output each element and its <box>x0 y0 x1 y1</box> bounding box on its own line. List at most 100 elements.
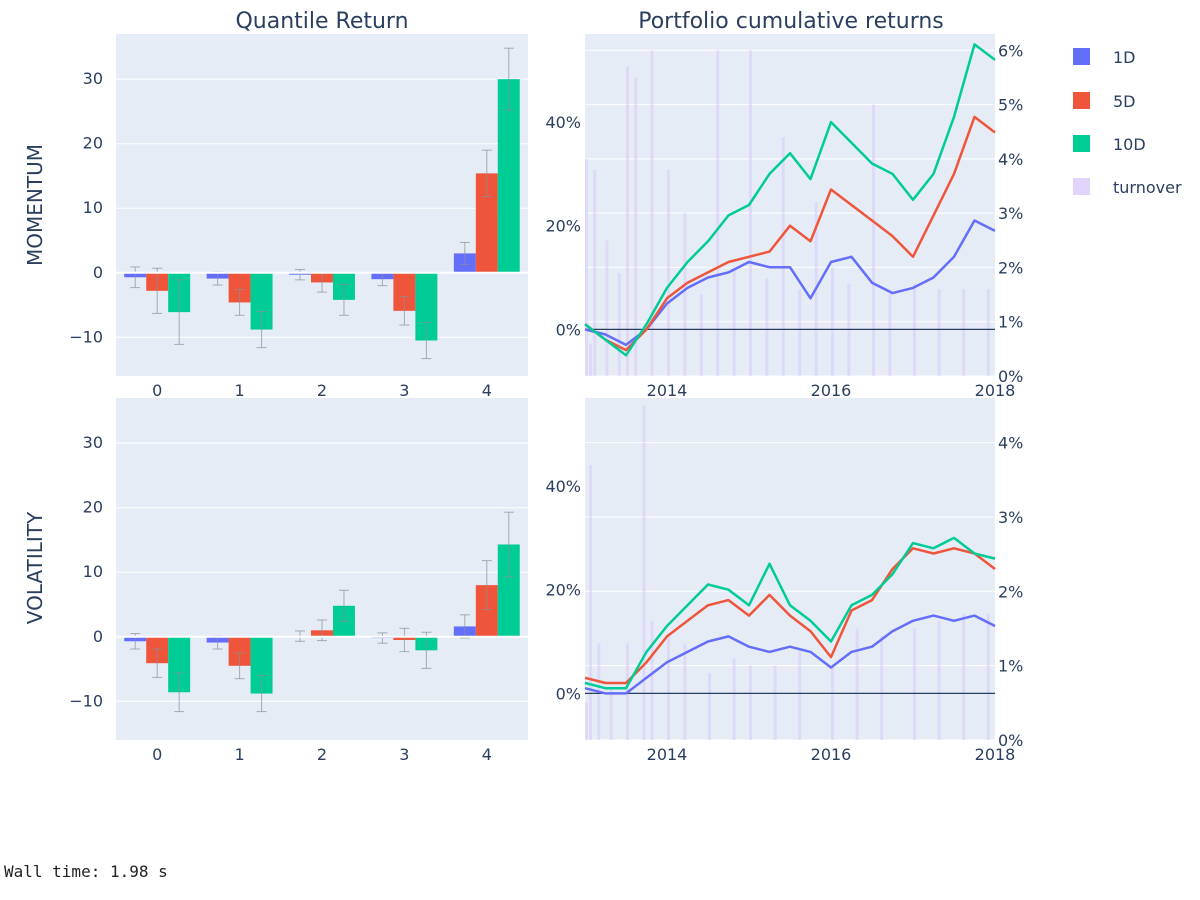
x-tick-label: 4 <box>482 381 492 400</box>
turnover-bar <box>667 635 670 740</box>
x-tick-label: 2016 <box>811 745 852 764</box>
y2-tick-label: 0% <box>998 731 1023 750</box>
legend-swatch-1d <box>1073 48 1090 65</box>
turnover-bar <box>683 213 687 376</box>
y-tick-label: 0% <box>556 684 581 703</box>
volatility-cumulative-panel: 0% 1% 2% 3% 4% 0% 20% 40% 2014 2016 2018 <box>545 398 1023 764</box>
legend-label-turnover: turnover <box>1113 178 1182 197</box>
x-tick-label: 0 <box>152 381 162 400</box>
legend-swatch-turnover <box>1073 178 1090 195</box>
turnover-bar <box>650 621 654 740</box>
legend-item-turnover[interactable]: turnover <box>1073 178 1182 197</box>
legend-item-10d[interactable]: 10D <box>1073 135 1146 154</box>
turnover-bar <box>872 104 875 377</box>
legend-swatch-5d <box>1073 92 1090 109</box>
x-tick-label: 2016 <box>811 381 852 400</box>
x-tick-label: 1 <box>235 381 245 400</box>
x-tick-label: 2018 <box>975 745 1016 764</box>
bar-5d <box>228 272 251 303</box>
turnover-bar <box>593 169 597 376</box>
turnover-bar <box>986 289 990 376</box>
y2-tick-label: 2% <box>998 258 1023 277</box>
bar-10d <box>250 636 273 694</box>
x-tick-label: 4 <box>482 745 492 764</box>
turnover-bar <box>986 613 990 740</box>
turnover-bar <box>634 77 638 376</box>
turnover-bar <box>798 650 802 740</box>
turnover-bar <box>589 343 593 376</box>
turnover-bar <box>585 702 588 740</box>
bar-5d <box>475 585 498 637</box>
x-tick-label: 0 <box>152 745 162 764</box>
bar-10d <box>415 272 438 341</box>
legend-label-5d: 5D <box>1113 92 1136 111</box>
y2-tick-label: 4% <box>998 150 1023 169</box>
turnover-bar <box>831 665 834 740</box>
turnover-bar <box>937 621 941 740</box>
x-tick-label: 2014 <box>647 381 688 400</box>
turnover-bar <box>880 635 884 740</box>
x-tick-label: 1 <box>235 745 245 764</box>
turnover-bar <box>667 169 670 376</box>
y2-tick-label: 3% <box>998 508 1023 527</box>
y-tick-label: 40% <box>545 477 581 496</box>
x-tick-label: 3 <box>399 745 409 764</box>
turnover-bar <box>609 687 613 740</box>
legend-item-1d[interactable]: 1D <box>1073 48 1136 67</box>
turnover-bar <box>732 267 736 376</box>
turnover-bar <box>913 628 916 740</box>
x-tick-label: 2018 <box>975 381 1016 400</box>
turnover-bar <box>749 665 752 740</box>
y-tick-label: 40% <box>545 113 581 132</box>
series-line-5d <box>584 547 996 685</box>
bar-10d <box>497 79 520 273</box>
bar-5d <box>475 173 498 273</box>
subplot-title-cumulative: Portfolio cumulative returns <box>638 9 944 34</box>
y2-tick-label: 0% <box>998 367 1023 386</box>
y-tick-label: 20 <box>83 498 103 517</box>
row-label-volatility: VOLATILITY <box>23 511 47 624</box>
legend-label-10d: 10D <box>1113 135 1146 154</box>
x-tick-label: 2 <box>317 381 327 400</box>
turnover-bar <box>716 50 720 377</box>
turnover-bar <box>781 137 785 376</box>
turnover-bar <box>773 665 777 740</box>
y-tick-label: −10 <box>69 327 103 346</box>
volatility-quantile-panel: −10 0 10 20 30 0 1 2 3 4 <box>69 398 528 764</box>
y-tick-label: 20 <box>83 134 103 153</box>
momentum-quantile-panel: −10 0 10 20 30 0 1 2 3 4 <box>69 34 528 400</box>
wall-time-output: Wall time: 1.98 s <box>4 862 168 881</box>
turnover-bar <box>962 613 966 740</box>
turnover-bar <box>585 158 588 376</box>
turnover-bar <box>855 628 859 740</box>
subplot-title-quantile: Quantile Return <box>235 9 408 34</box>
y2-tick-label: 5% <box>998 96 1023 115</box>
series-line-1d <box>584 614 996 695</box>
legend: 1D 5D 10D turnover <box>1073 48 1182 197</box>
y-tick-label: 0 <box>93 627 103 646</box>
plot-background <box>116 34 528 376</box>
turnover-bar <box>683 643 687 740</box>
x-tick-label: 3 <box>399 381 409 400</box>
y-tick-label: 20% <box>545 217 581 236</box>
turnover-bar <box>708 673 711 740</box>
turnover-bar <box>937 289 941 376</box>
y-tick-label: 0% <box>556 320 581 339</box>
y-tick-label: −10 <box>69 691 103 710</box>
plot-background <box>585 398 995 740</box>
bar-5d <box>228 636 251 666</box>
turnover-bar <box>699 294 703 376</box>
bar-10d <box>250 272 273 330</box>
turnover-bar <box>626 66 629 377</box>
bar-5d <box>393 272 416 311</box>
turnover-bar <box>642 405 646 740</box>
y-tick-label: 20% <box>545 581 581 600</box>
bar-10d <box>168 636 191 693</box>
turnover-bar <box>765 278 769 376</box>
turnover-bar <box>605 240 609 376</box>
momentum-cumulative-panel: 0% 1% 2% 3% 4% 5% 6% 0% 20% 40% 2014 2016 2018 <box>545 34 1023 400</box>
turnover-bar <box>732 658 736 740</box>
y-tick-label: 30 <box>83 433 103 452</box>
legend-item-5d[interactable]: 5D <box>1073 92 1136 111</box>
turnover-bar <box>798 289 802 376</box>
